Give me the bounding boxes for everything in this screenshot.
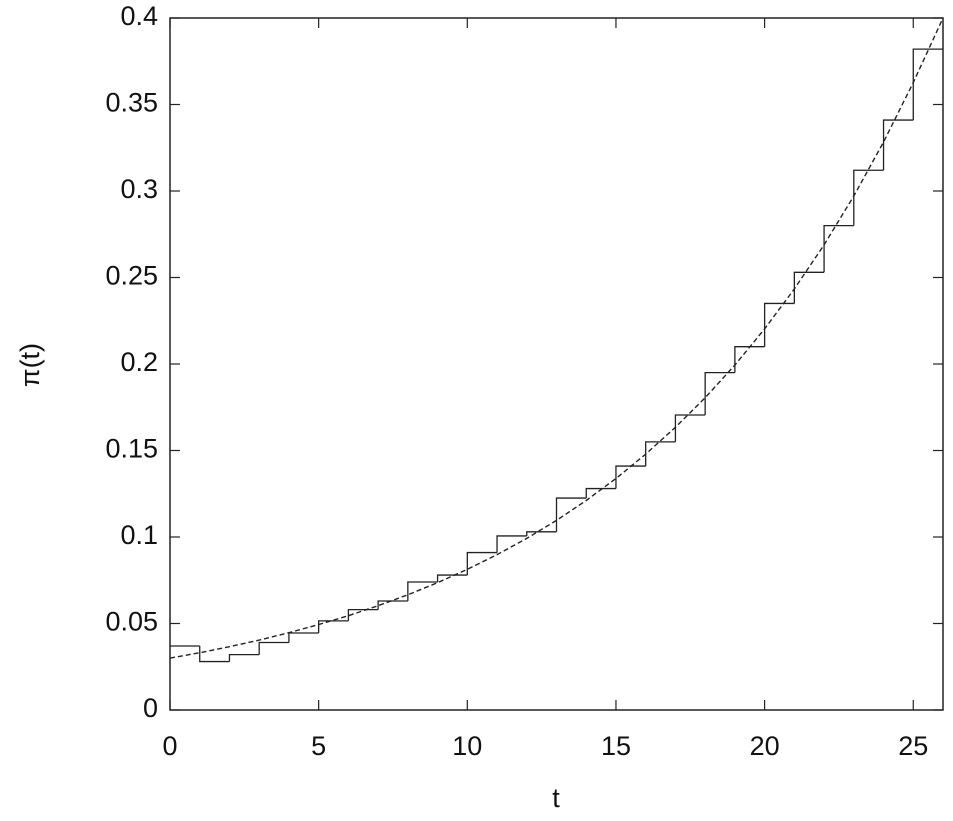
histogram-step (674, 414, 706, 442)
y-tick-label: 0.3 (120, 174, 158, 204)
histogram-step (377, 600, 408, 610)
y-axis-label: π(t) (15, 343, 45, 387)
y-tick-label: 0.05 (105, 607, 158, 637)
histogram-step (318, 620, 349, 634)
histogram-step (912, 48, 943, 121)
y-tick-label: 0.35 (105, 88, 158, 118)
x-tick-label: 15 (601, 731, 631, 761)
x-tick-label: 5 (311, 731, 326, 761)
histogram-step (407, 581, 438, 602)
histogram-step (288, 632, 319, 643)
histogram-step (585, 487, 616, 499)
histogram-step (199, 645, 230, 663)
y-tick-label: 0.25 (105, 261, 158, 291)
y-tick-label: 0.1 (120, 520, 158, 550)
histogram-step (466, 551, 498, 576)
histogram-step (645, 441, 676, 467)
histogram-step (228, 653, 260, 662)
x-tick-label: 0 (162, 731, 177, 761)
fit-curve (169, 17, 944, 659)
plot-frame (169, 17, 944, 711)
y-tick-label: 0 (143, 693, 158, 723)
y-tick-label: 0.15 (105, 434, 158, 464)
histogram-step (704, 372, 735, 416)
histogram-step (347, 609, 379, 621)
y-tick-label: 0.4 (120, 1, 158, 31)
x-tick-label: 10 (452, 731, 482, 761)
y-tick-label: 0.2 (120, 347, 158, 377)
x-tick-label: 20 (750, 731, 780, 761)
histogram-step (882, 119, 914, 171)
histogram-step (763, 302, 795, 347)
x-axis-label: t (552, 783, 560, 813)
histogram-step (823, 224, 854, 273)
histogram-step (258, 641, 289, 655)
histogram-step (496, 535, 527, 553)
histogram-step (793, 271, 825, 304)
histogram-step (436, 574, 468, 582)
x-tick-label: 25 (898, 731, 928, 761)
histogram-step (853, 169, 884, 226)
histogram-step (615, 465, 646, 489)
histogram-step (526, 531, 557, 536)
